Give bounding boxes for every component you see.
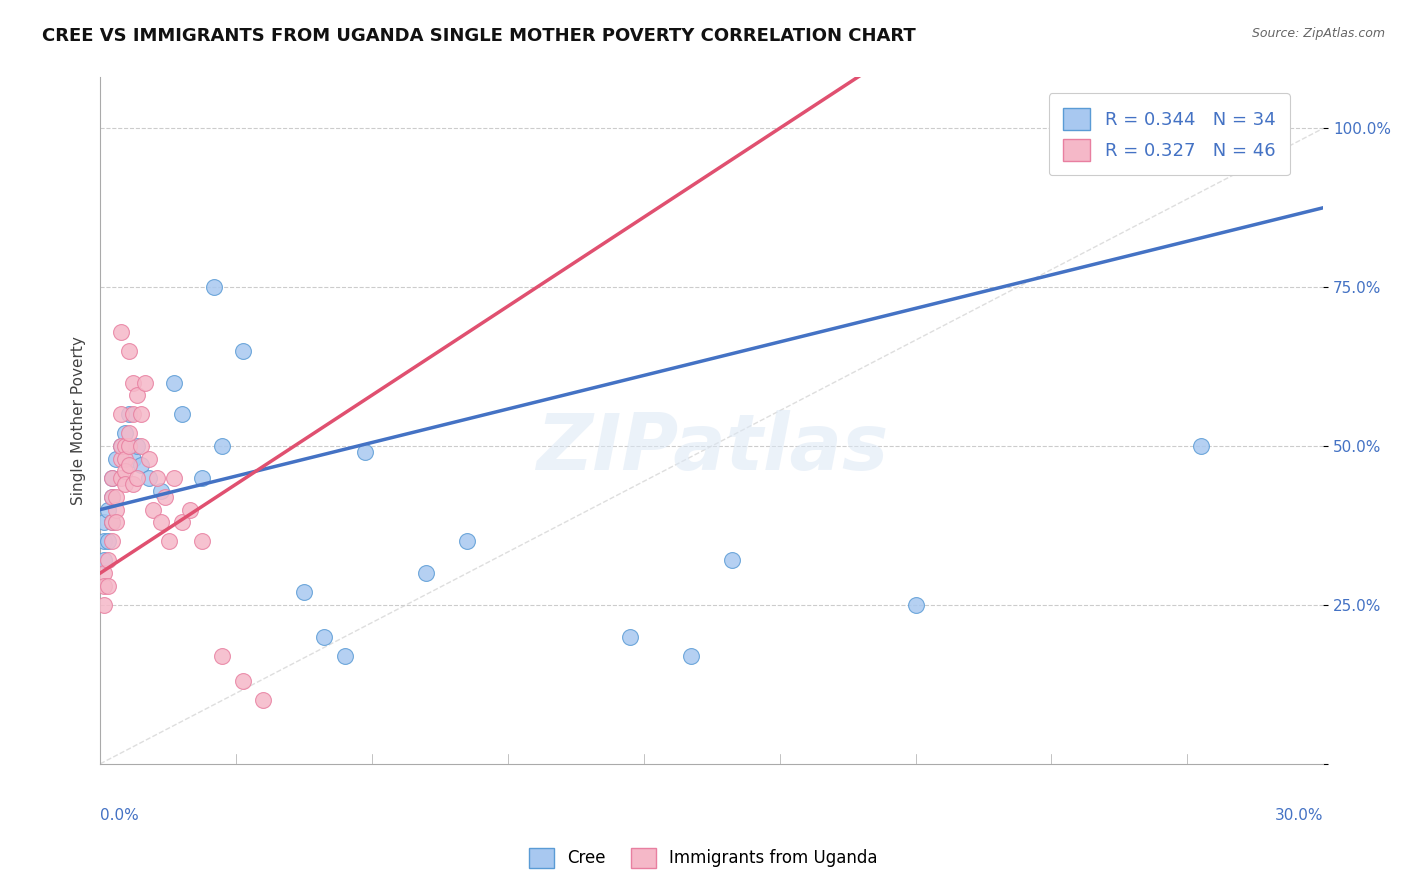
Point bbox=[456, 534, 478, 549]
Point bbox=[232, 674, 254, 689]
Point bbox=[150, 483, 173, 498]
Text: Source: ZipAtlas.com: Source: ZipAtlas.com bbox=[1251, 27, 1385, 40]
Point bbox=[162, 471, 184, 485]
Text: CREE VS IMMIGRANTS FROM UGANDA SINGLE MOTHER POVERTY CORRELATION CHART: CREE VS IMMIGRANTS FROM UGANDA SINGLE MO… bbox=[42, 27, 915, 45]
Point bbox=[1189, 439, 1212, 453]
Point bbox=[93, 566, 115, 581]
Legend: Cree, Immigrants from Uganda: Cree, Immigrants from Uganda bbox=[522, 841, 884, 875]
Point bbox=[105, 490, 128, 504]
Point bbox=[121, 451, 143, 466]
Point bbox=[202, 280, 225, 294]
Point bbox=[252, 693, 274, 707]
Point bbox=[179, 502, 201, 516]
Point bbox=[721, 553, 744, 567]
Point bbox=[333, 648, 356, 663]
Point bbox=[110, 439, 132, 453]
Point bbox=[125, 439, 148, 453]
Point bbox=[97, 553, 120, 567]
Point bbox=[292, 585, 315, 599]
Point bbox=[93, 516, 115, 530]
Point bbox=[211, 648, 233, 663]
Point bbox=[191, 534, 214, 549]
Point bbox=[101, 516, 124, 530]
Point bbox=[118, 458, 141, 472]
Point bbox=[110, 407, 132, 421]
Point bbox=[681, 648, 703, 663]
Point bbox=[904, 598, 927, 612]
Point bbox=[129, 439, 152, 453]
Point bbox=[118, 439, 141, 453]
Point bbox=[97, 534, 120, 549]
Point bbox=[101, 534, 124, 549]
Point bbox=[101, 471, 124, 485]
Point bbox=[101, 516, 124, 530]
Text: 0.0%: 0.0% bbox=[100, 808, 139, 823]
Point bbox=[129, 407, 152, 421]
Point bbox=[110, 439, 132, 453]
Point bbox=[170, 516, 193, 530]
Point bbox=[93, 598, 115, 612]
Point bbox=[354, 445, 377, 459]
Point bbox=[93, 553, 115, 567]
Point bbox=[93, 579, 115, 593]
Point bbox=[118, 407, 141, 421]
Point bbox=[191, 471, 214, 485]
Point bbox=[110, 451, 132, 466]
Point bbox=[150, 516, 173, 530]
Point bbox=[114, 451, 136, 466]
Y-axis label: Single Mother Poverty: Single Mother Poverty bbox=[72, 336, 86, 505]
Point bbox=[105, 502, 128, 516]
Point bbox=[138, 471, 160, 485]
Point bbox=[415, 566, 437, 581]
Point bbox=[101, 490, 124, 504]
Point bbox=[146, 471, 169, 485]
Point bbox=[232, 343, 254, 358]
Point bbox=[105, 451, 128, 466]
Point bbox=[155, 490, 177, 504]
Point bbox=[97, 579, 120, 593]
Point bbox=[114, 426, 136, 441]
Point bbox=[93, 534, 115, 549]
Text: 30.0%: 30.0% bbox=[1275, 808, 1323, 823]
Legend: R = 0.344   N = 34, R = 0.327   N = 46: R = 0.344 N = 34, R = 0.327 N = 46 bbox=[1049, 94, 1289, 176]
Text: ZIPatlas: ZIPatlas bbox=[536, 410, 887, 486]
Point bbox=[114, 439, 136, 453]
Point bbox=[110, 471, 132, 485]
Point bbox=[121, 407, 143, 421]
Point bbox=[314, 630, 336, 644]
Point bbox=[129, 458, 152, 472]
Point bbox=[125, 471, 148, 485]
Point bbox=[97, 502, 120, 516]
Point bbox=[162, 376, 184, 390]
Point bbox=[101, 490, 124, 504]
Point bbox=[121, 477, 143, 491]
Point bbox=[125, 388, 148, 402]
Point bbox=[619, 630, 641, 644]
Point bbox=[138, 451, 160, 466]
Point bbox=[114, 477, 136, 491]
Point bbox=[105, 516, 128, 530]
Point bbox=[110, 325, 132, 339]
Point bbox=[101, 471, 124, 485]
Point bbox=[170, 407, 193, 421]
Point bbox=[118, 343, 141, 358]
Point bbox=[114, 465, 136, 479]
Point bbox=[142, 502, 165, 516]
Point bbox=[211, 439, 233, 453]
Point bbox=[159, 534, 181, 549]
Point bbox=[134, 376, 156, 390]
Point bbox=[121, 376, 143, 390]
Point bbox=[118, 426, 141, 441]
